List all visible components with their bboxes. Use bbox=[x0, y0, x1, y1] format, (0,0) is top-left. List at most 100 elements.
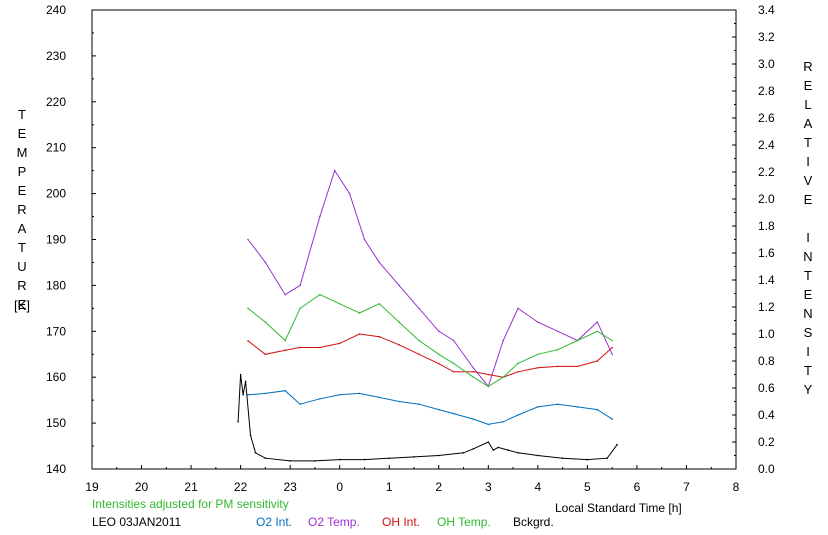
data-point bbox=[507, 449, 509, 451]
x-tick-label: 21 bbox=[184, 480, 198, 494]
right-tick-label: 1.2 bbox=[758, 300, 775, 314]
axis-label-char: E bbox=[17, 126, 27, 141]
series-layer bbox=[237, 169, 618, 462]
data-point bbox=[452, 339, 455, 342]
right-tick-label: 1.4 bbox=[758, 273, 775, 287]
data-point bbox=[242, 394, 244, 396]
data-point bbox=[497, 446, 500, 449]
data-point bbox=[388, 457, 391, 460]
x-tick-label: 20 bbox=[135, 480, 149, 494]
data-point bbox=[596, 360, 599, 362]
x-axis-label: Local Standard Time [h] bbox=[555, 501, 682, 515]
data-point bbox=[611, 346, 613, 349]
data-point bbox=[358, 392, 361, 395]
data-point bbox=[556, 403, 559, 406]
x-tick-label: 23 bbox=[283, 480, 297, 494]
right-tick-label: 0.8 bbox=[758, 354, 775, 368]
legend-o2-int: O2 Int. bbox=[256, 515, 293, 529]
right-tick-label: 0.2 bbox=[758, 435, 775, 449]
axis-label-char: Y bbox=[803, 382, 813, 397]
right-tick-label: 2.2 bbox=[758, 165, 775, 179]
data-point bbox=[438, 408, 440, 411]
left-tick-label: 210 bbox=[46, 141, 66, 155]
data-point bbox=[517, 452, 519, 454]
data-point bbox=[472, 371, 475, 373]
right-tick-label: 1.8 bbox=[758, 219, 775, 233]
data-point bbox=[472, 448, 475, 450]
axis-label-char bbox=[798, 209, 818, 228]
data-point bbox=[452, 371, 455, 373]
x-tick-label: 6 bbox=[634, 480, 641, 494]
axis-label-char: E bbox=[803, 78, 813, 93]
data-point bbox=[363, 238, 366, 241]
data-point bbox=[319, 346, 321, 349]
data-point bbox=[398, 400, 400, 403]
axis-label-char: T bbox=[804, 363, 812, 378]
data-point bbox=[438, 330, 440, 333]
data-point bbox=[611, 339, 613, 342]
data-point bbox=[462, 452, 465, 454]
data-point bbox=[289, 460, 292, 462]
x-axis-ticks: 19 20 21 22 23 0 1 2 3 4 5 6 7 8 bbox=[85, 465, 740, 494]
axis-label-char: P bbox=[17, 164, 27, 179]
data-point bbox=[338, 303, 341, 305]
data-point bbox=[378, 261, 381, 264]
data-point bbox=[378, 303, 381, 305]
left-tick-label: 140 bbox=[46, 462, 66, 476]
axis-label-char: M bbox=[16, 145, 28, 160]
data-point bbox=[561, 457, 564, 460]
axis-label-char: E bbox=[17, 297, 27, 312]
plot-frame bbox=[91, 9, 737, 470]
left-tick-label: 200 bbox=[46, 187, 66, 201]
data-point bbox=[502, 339, 505, 342]
data-point bbox=[556, 330, 559, 333]
data-point bbox=[249, 434, 252, 437]
data-point bbox=[333, 169, 336, 172]
right-tick-label: 0.6 bbox=[758, 381, 775, 395]
axis-label-char: R bbox=[17, 278, 27, 293]
data-point bbox=[264, 392, 267, 395]
data-point bbox=[576, 406, 579, 408]
axis-label-char: I bbox=[806, 344, 810, 359]
data-point bbox=[244, 380, 247, 383]
series-line-bckgrd bbox=[237, 374, 618, 462]
data-point bbox=[338, 394, 341, 396]
data-point bbox=[438, 362, 440, 365]
right-tick-label: 2.8 bbox=[758, 84, 775, 98]
x-tick-label: 3 bbox=[485, 480, 492, 494]
data-point bbox=[378, 396, 381, 399]
data-point bbox=[247, 340, 249, 342]
data-point bbox=[472, 418, 475, 420]
data-point bbox=[596, 321, 599, 323]
right-tick-label: 0.4 bbox=[758, 408, 775, 422]
data-point bbox=[264, 261, 267, 264]
axis-label-char: V bbox=[803, 173, 813, 188]
data-point bbox=[487, 373, 490, 376]
axis-label-char: E bbox=[803, 287, 813, 302]
data-point bbox=[537, 353, 539, 356]
x-tick-label: 0 bbox=[336, 480, 343, 494]
data-point bbox=[358, 312, 361, 314]
right-tick-label: 3.2 bbox=[758, 30, 775, 44]
x-tick-label: 1 bbox=[386, 480, 393, 494]
right-tick-label: 2.0 bbox=[758, 192, 775, 206]
axis-label-char: A bbox=[17, 221, 27, 236]
axis-label-char: R bbox=[803, 59, 813, 74]
data-point bbox=[438, 454, 440, 457]
x-tick-label: 5 bbox=[584, 480, 591, 494]
data-point bbox=[537, 406, 539, 408]
data-point bbox=[247, 394, 249, 396]
legend-oh-int: OH Int. bbox=[382, 515, 421, 529]
right-tick-label: 2.4 bbox=[758, 138, 775, 152]
left-tick-label: 170 bbox=[46, 324, 66, 338]
data-point bbox=[586, 458, 589, 461]
data-point bbox=[264, 321, 267, 323]
data-point bbox=[319, 215, 321, 218]
data-point bbox=[487, 423, 490, 426]
data-point bbox=[487, 385, 490, 388]
x-tick-label: 8 bbox=[733, 480, 740, 494]
data-point bbox=[348, 192, 351, 195]
data-point bbox=[247, 238, 249, 241]
series-line-o2-int bbox=[247, 390, 613, 425]
